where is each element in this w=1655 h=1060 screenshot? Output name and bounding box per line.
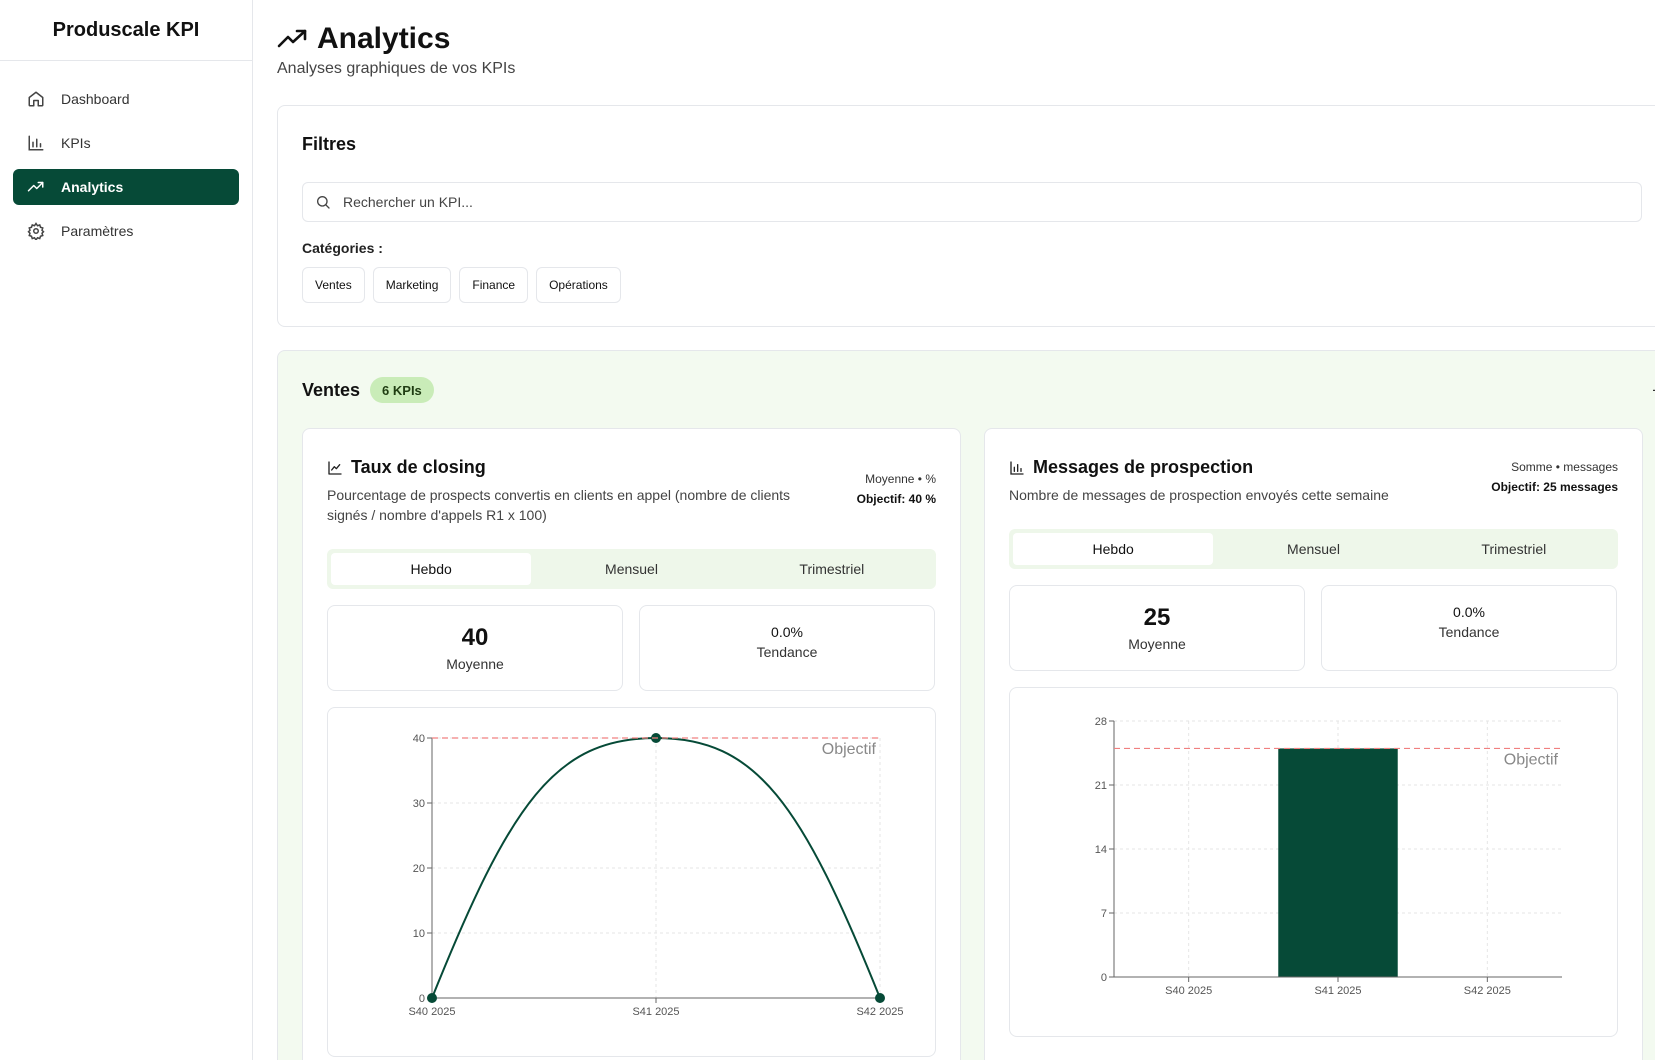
kpi-meta: Moyenne • % Objectif: 40 % — [857, 469, 936, 509]
main-content: Analytics Analyses graphiques de vos KPI… — [253, 0, 1655, 1060]
tab-mensuel[interactable]: Mensuel — [605, 561, 658, 577]
bar-chart: 0 7 14 21 28 S40 2025 S41 2025 S42 2025 Objectif — [1095, 716, 1562, 997]
category-chip-finance[interactable]: Finance — [459, 267, 529, 303]
x-tick-label: S40 2025 — [1165, 985, 1212, 997]
bar-chart-icon — [1010, 460, 1024, 475]
y-tick-label: 7 — [1101, 908, 1107, 920]
tab-mensuel[interactable]: Mensuel — [1287, 541, 1340, 557]
sidebar-nav: Dashboard KPIs Analytics Paramètres — [0, 61, 252, 277]
stat-trend: 0.0% Tendance — [1321, 585, 1617, 671]
kpi-description: Pourcentage de prospects convertis en cl… — [327, 487, 791, 523]
y-tick-label: 0 — [419, 993, 425, 1005]
filters-panel: Filtres Catégories : Ventes Marketing Fi… — [277, 105, 1655, 327]
sidebar-item-parametres[interactable]: Paramètres — [13, 213, 239, 249]
stat-average: 40 Moyenne — [327, 605, 623, 691]
filters-title: Filtres — [302, 134, 357, 154]
kpi-card: Messages de prospection Nombre de messag… — [984, 428, 1643, 1060]
search-input[interactable] — [343, 194, 1623, 210]
sidebar-item-label: Dashboard — [61, 91, 130, 107]
y-tick-label: 20 — [413, 863, 425, 875]
kpi-description: Nombre de messages de prospection envoyé… — [1009, 487, 1389, 503]
y-tick-label: 14 — [1095, 844, 1107, 856]
sidebar-item-label: Paramètres — [61, 223, 134, 239]
period-tabs: Hebdo Mensuel Trimestriel — [327, 549, 936, 589]
stat-average-label: Moyenne — [1128, 636, 1186, 652]
app-title: Produscale KPI — [0, 0, 252, 61]
sidebar-item-label: KPIs — [61, 135, 91, 151]
category-chip-operations[interactable]: Opérations — [536, 267, 621, 303]
sidebar-item-dashboard[interactable]: Dashboard — [13, 81, 239, 117]
stat-average: 25 Moyenne — [1009, 585, 1305, 671]
home-icon — [26, 89, 46, 109]
data-point — [427, 993, 437, 1003]
kpi-card-title: Taux de closing — [327, 457, 486, 478]
page-title: Analytics — [277, 22, 450, 56]
kpi-card-title: Messages de prospection — [1009, 457, 1253, 478]
tab-hebdo[interactable]: Hebdo — [1013, 533, 1214, 565]
y-tick-label: 28 — [1095, 716, 1107, 728]
stat-average-label: Moyenne — [446, 656, 504, 672]
kpi-count-badge: 6 KPIs — [370, 377, 434, 403]
page-heading: Analytics — [317, 22, 451, 55]
kpi-aggregation: Somme • messages — [1511, 460, 1618, 474]
x-tick-label: S41 2025 — [1314, 985, 1361, 997]
tab-hebdo[interactable]: Hebdo — [331, 553, 532, 585]
goal-label: Objectif — [822, 741, 877, 758]
stat-trend: 0.0% Tendance — [639, 605, 935, 691]
x-tick-label: S41 2025 — [632, 1006, 679, 1018]
category-section-ventes: Ventes 6 KPIs – Taux de closing Pourcent… — [277, 350, 1655, 1060]
y-tick-label: 30 — [413, 798, 425, 810]
data-point — [875, 993, 885, 1003]
tab-trimestriel[interactable]: Trimestriel — [799, 561, 865, 577]
goal-label: Objectif — [1504, 751, 1559, 768]
chart-container: 0 10 20 30 40 S40 2025 S41 2025 S42 2025 Objecti… — [327, 707, 936, 1057]
stat-trend-value: 0.0% — [771, 624, 803, 640]
category-chip-ventes[interactable]: Ventes — [302, 267, 365, 303]
category-chips: Ventes Marketing Finance Opérations — [302, 267, 621, 303]
bar-chart-icon — [26, 133, 46, 153]
kpi-card: Taux de closing Pourcentage de prospects… — [302, 428, 961, 1060]
sidebar-item-label: Analytics — [61, 179, 124, 195]
period-tabs: Hebdo Mensuel Trimestriel — [1009, 529, 1618, 569]
bar — [1278, 748, 1398, 977]
trending-up-icon — [277, 29, 307, 48]
sidebar-item-kpis[interactable]: KPIs — [13, 125, 239, 161]
kpi-meta: Somme • messages Objectif: 25 messages — [1491, 457, 1618, 497]
stat-average-value: 25 — [1143, 604, 1171, 631]
kpi-objective: Objectif: 25 messages — [1491, 480, 1618, 494]
y-tick-label: 0 — [1101, 972, 1107, 984]
stat-average-value: 40 — [461, 624, 489, 651]
x-tick-label: S40 2025 — [408, 1006, 455, 1018]
sidebar: Produscale KPI Dashboard KPIs Analytics … — [0, 0, 253, 1060]
y-tick-label: 40 — [413, 733, 425, 745]
stat-trend-label: Tendance — [756, 644, 818, 660]
page-subtitle: Analyses graphiques de vos KPIs — [277, 60, 516, 77]
search-icon — [317, 196, 330, 209]
section-header: Ventes 6 KPIs — [302, 377, 434, 403]
kpi-title: Messages de prospection — [1033, 457, 1254, 477]
x-tick-label: S42 2025 — [856, 1006, 903, 1018]
categories-label: Catégories : — [302, 240, 383, 256]
kpi-objective: Objectif: 40 % — [856, 492, 936, 506]
stat-trend-value: 0.0% — [1453, 604, 1485, 620]
line-chart-icon — [328, 460, 342, 475]
collapse-button[interactable]: – — [1650, 379, 1655, 400]
x-tick-label: S42 2025 — [1464, 985, 1511, 997]
y-tick-label: 21 — [1095, 780, 1107, 792]
gear-icon — [26, 221, 46, 241]
tab-trimestriel[interactable]: Trimestriel — [1481, 541, 1547, 557]
line-chart: 0 10 20 30 40 S40 2025 S41 2025 S42 2025 Objecti… — [408, 733, 904, 1018]
kpi-title: Taux de closing — [351, 457, 486, 477]
trending-up-icon — [26, 177, 46, 197]
y-tick-label: 10 — [413, 928, 425, 940]
category-chip-marketing[interactable]: Marketing — [372, 267, 452, 303]
kpi-aggregation: Moyenne • % — [865, 472, 936, 486]
section-title: Ventes — [302, 379, 361, 400]
search-box[interactable] — [302, 182, 1642, 222]
chart-container: 0 7 14 21 28 S40 2025 S41 2025 S42 2025 Objectif — [1009, 687, 1618, 1037]
stat-trend-label: Tendance — [1438, 624, 1500, 640]
sidebar-item-analytics[interactable]: Analytics — [13, 169, 239, 205]
